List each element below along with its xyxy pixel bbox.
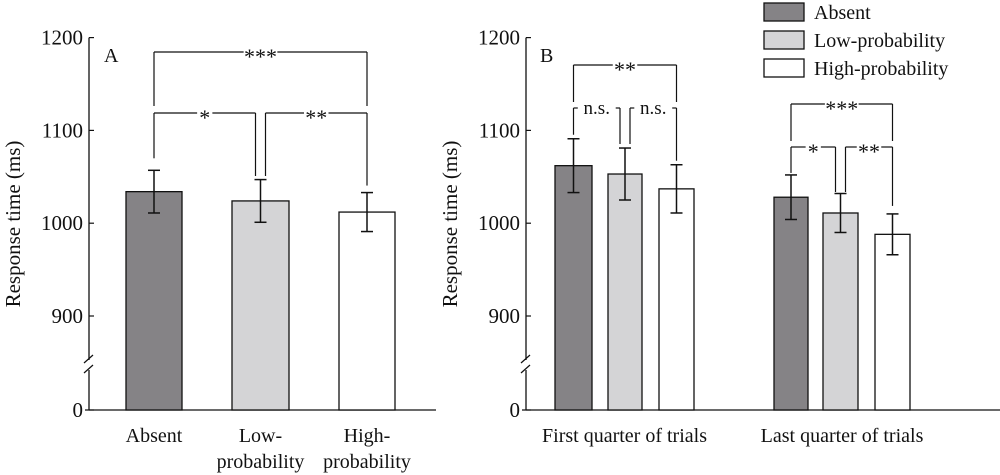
bar-low-probability [822, 212, 859, 411]
bar-low-probability [231, 200, 290, 411]
bar-absent [125, 190, 183, 411]
legend-swatch [763, 58, 805, 78]
panel-a: 0 900 1000 1100 1200 Response time (ms) A Absen… [1, 26, 436, 473]
y-tick-label: 1200 [41, 26, 83, 50]
axis-break-mark [520, 364, 531, 374]
significance-label: * [199, 105, 210, 130]
legend-swatch [763, 2, 805, 22]
y-axis-label: Response time (ms) [438, 141, 462, 308]
y-tick-label: 1100 [42, 118, 83, 142]
y-axis-label: Response time (ms) [1, 141, 25, 308]
x-category-label: Last quarter of trials [761, 425, 924, 447]
significance-label: n.s. [640, 98, 666, 119]
y-tick-label: 900 [489, 304, 521, 328]
y-tick-label: 0 [510, 398, 521, 422]
x-category-label: Low- [239, 425, 282, 447]
bar-absent [773, 196, 809, 411]
axis-break-mark [520, 354, 531, 364]
x-category-label: Absent [126, 425, 183, 447]
y-tick-label: 1000 [41, 211, 83, 235]
panel-letter: A [104, 45, 119, 67]
x-category-label: probability [323, 451, 411, 473]
significance-label: n.s. [584, 98, 610, 119]
y-tick-label: 1200 [478, 26, 520, 50]
significance-label: *** [825, 96, 858, 121]
significance-label: ** [305, 105, 327, 130]
panel-b: 0 900 1000 1100 1200 Response time (ms) B First… [438, 26, 1000, 447]
y-tick-label: 0 [73, 398, 84, 422]
legend: Absent Low-probability High-probability [763, 2, 948, 80]
axis-break-mark [83, 354, 94, 364]
x-category-label: First quarter of trials [542, 425, 707, 447]
axis-break-mark [83, 364, 94, 374]
bar-absent [554, 165, 593, 411]
legend-label: High-probability [814, 58, 948, 80]
bar-low-probability [607, 173, 643, 411]
bar-high-probability [658, 188, 695, 411]
panel-letter: B [540, 45, 553, 67]
bar-high-probability [338, 211, 396, 411]
x-category-label: High- [344, 425, 391, 447]
y-tick-label: 1000 [478, 211, 520, 235]
significance-label: * [808, 139, 819, 164]
y-tick-label: 900 [52, 304, 84, 328]
legend-swatch [763, 30, 805, 50]
legend-label: Absent [814, 2, 871, 24]
legend-label: Low-probability [814, 30, 945, 52]
significance-label: ** [858, 139, 880, 164]
x-category-label: probability [217, 451, 305, 473]
bar-high-probability [874, 233, 911, 411]
significance-label: ** [614, 57, 636, 82]
significance-label: *** [244, 44, 277, 69]
y-tick-label: 1100 [479, 118, 520, 142]
